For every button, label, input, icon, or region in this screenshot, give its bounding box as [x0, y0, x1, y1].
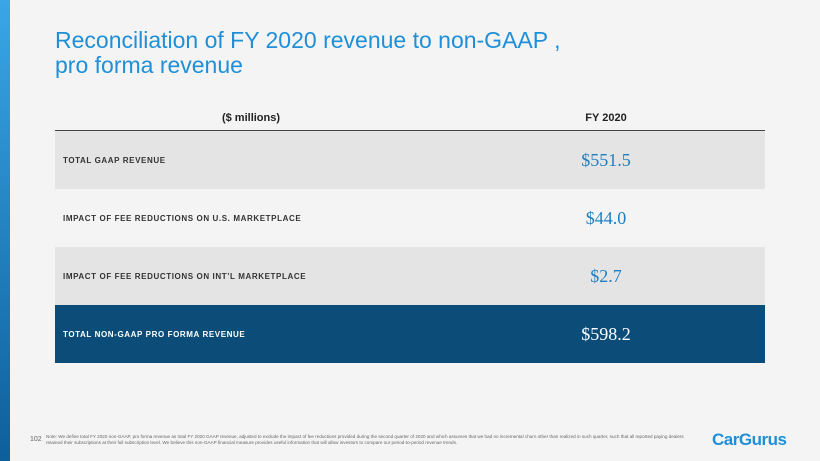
header-row: ($ millions) FY 2020 [55, 106, 765, 131]
row-value: $551.5 [447, 130, 765, 189]
row-label: IMPACT OF FEE REDUCTIONS ON INT’L MARKET… [55, 247, 447, 305]
row-value: $2.7 [447, 247, 765, 305]
row-value: $44.0 [447, 189, 765, 247]
table-row: TOTAL NON-GAAP PRO FORMA REVENUE $598.2 [55, 305, 765, 363]
accent-bar [0, 0, 10, 461]
logo: CarGurus [712, 430, 787, 449]
row-label: TOTAL GAAP REVENUE [55, 130, 447, 189]
slide-title: Reconciliation of FY 2020 revenue to non… [55, 28, 560, 78]
column-header: FY 2020 [447, 106, 765, 131]
table-row: TOTAL GAAP REVENUE $551.5 [55, 130, 765, 189]
table-row: IMPACT OF FEE REDUCTIONS ON INT’L MARKET… [55, 247, 765, 305]
row-value: $598.2 [447, 305, 765, 363]
title-line: pro forma revenue [55, 52, 243, 78]
page-number: 102 [30, 436, 42, 443]
footnote: Note: We define total FY 2020 non-GAAP, … [46, 434, 684, 445]
column-header: ($ millions) [55, 106, 447, 131]
row-label: IMPACT OF FEE REDUCTIONS ON U.S. MARKETP… [55, 189, 447, 247]
reconciliation-table: ($ millions) FY 2020 TOTAL GAAP REVENUE $… [55, 106, 765, 363]
table-row: IMPACT OF FEE REDUCTIONS ON U.S. MARKETP… [55, 189, 765, 247]
title-line: Reconciliation of FY 2020 revenue to non… [55, 27, 561, 53]
row-label: TOTAL NON-GAAP PRO FORMA REVENUE [55, 305, 447, 363]
table-body: TOTAL GAAP REVENUE $551.5 IMPACT OF FEE RE… [55, 130, 765, 363]
